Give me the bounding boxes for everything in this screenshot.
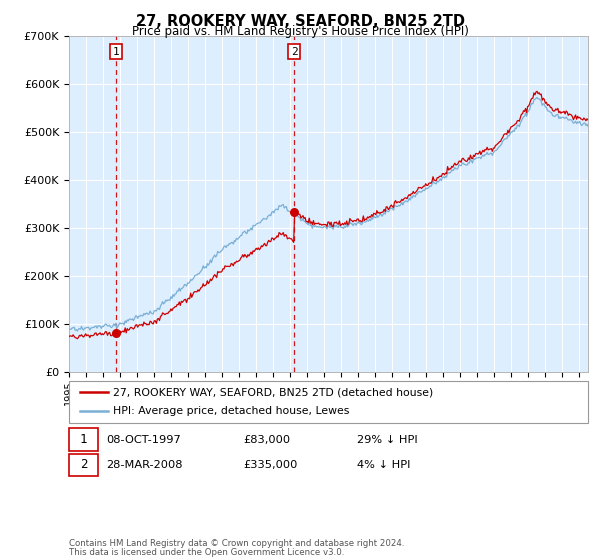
Text: This data is licensed under the Open Government Licence v3.0.: This data is licensed under the Open Gov…	[69, 548, 344, 557]
Text: 1: 1	[80, 433, 87, 446]
Point	[112, 328, 121, 337]
Text: 29% ↓ HPI: 29% ↓ HPI	[357, 435, 418, 445]
Text: £83,000: £83,000	[243, 435, 290, 445]
Text: HPI: Average price, detached house, Lewes: HPI: Average price, detached house, Lewe…	[113, 407, 349, 417]
Text: 1: 1	[113, 46, 119, 57]
Text: 2: 2	[80, 458, 87, 472]
Text: Contains HM Land Registry data © Crown copyright and database right 2024.: Contains HM Land Registry data © Crown c…	[69, 539, 404, 548]
Text: 27, ROOKERY WAY, SEAFORD, BN25 2TD: 27, ROOKERY WAY, SEAFORD, BN25 2TD	[136, 14, 464, 29]
Point	[289, 207, 299, 216]
Text: 28-MAR-2008: 28-MAR-2008	[106, 460, 182, 470]
Text: £335,000: £335,000	[243, 460, 298, 470]
Text: 2: 2	[291, 46, 298, 57]
Text: Price paid vs. HM Land Registry's House Price Index (HPI): Price paid vs. HM Land Registry's House …	[131, 25, 469, 38]
Text: 27, ROOKERY WAY, SEAFORD, BN25 2TD (detached house): 27, ROOKERY WAY, SEAFORD, BN25 2TD (deta…	[113, 387, 433, 397]
Text: 4% ↓ HPI: 4% ↓ HPI	[357, 460, 410, 470]
Text: 08-OCT-1997: 08-OCT-1997	[106, 435, 181, 445]
